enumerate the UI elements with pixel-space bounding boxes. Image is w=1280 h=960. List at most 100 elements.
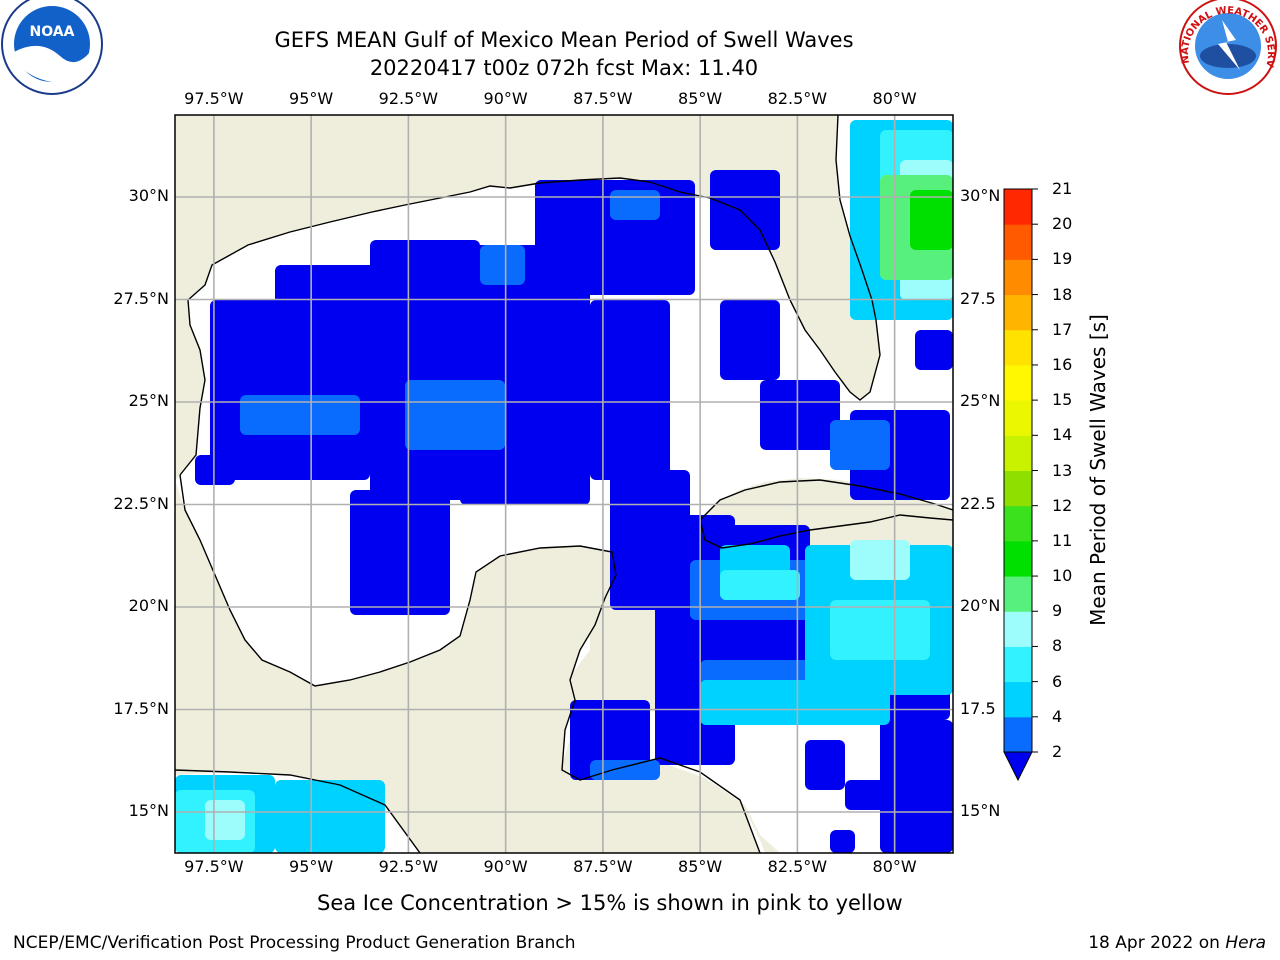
left-lat-tick-4: 20°N [128, 596, 169, 615]
colorbar-tick-5: 10 [1052, 566, 1073, 586]
colorbar-segment-10 [1004, 364, 1032, 401]
colorbar-tick-15: 20 [1052, 214, 1073, 234]
colorbar-tick-16: 21 [1052, 179, 1073, 198]
top-lon-tick-0: 97.5°W [184, 89, 244, 108]
colorbar-under-extension [1003, 751, 1033, 782]
gridlines [175, 115, 953, 853]
sea-ice-note: Sea Ice Concentration > 15% is shown in … [317, 891, 903, 915]
swell-cell-19 [805, 740, 845, 790]
map-area [175, 115, 953, 853]
left-lat-tick-5: 17.5°N [113, 698, 169, 718]
colorbar-segment-5 [1004, 540, 1032, 577]
right-lat-tick-4: 20°N [960, 596, 1001, 615]
swell-cell-38 [720, 570, 800, 600]
swell-cell-28 [590, 760, 660, 780]
swell-cell-25 [610, 190, 660, 220]
chart-subtitle: 20220417 t00z 072h fcst Max: 11.40 [369, 56, 759, 80]
swell-cell-23 [405, 380, 505, 450]
top-lon-tick-1: 95°W [289, 89, 334, 108]
footer-machine: Hera [1225, 933, 1266, 953]
bottom-lon-tick-0: 97.5°W [184, 857, 244, 876]
swell-cell-24 [480, 245, 525, 285]
colorbar-segment-2 [1004, 646, 1032, 683]
swell-cell-14 [915, 330, 953, 370]
swell-cell-43 [850, 540, 910, 580]
colorbar-tick-6: 11 [1052, 530, 1073, 550]
colorbar-tick-12: 17 [1052, 319, 1073, 339]
colorbar-segment-12 [1004, 294, 1032, 331]
colorbar-segment-4 [1004, 576, 1032, 612]
bottom-lon-tick-2: 92.5°W [378, 857, 439, 876]
right-lat-tick-2: 25°N [960, 391, 1001, 410]
colorbar-segment-11 [1004, 329, 1032, 366]
colorbar-tick-0: 2 [1052, 742, 1063, 761]
top-lon-tick-4: 87.5°W [573, 89, 633, 108]
colorbar-title: Mean Period of Swell Waves [s] [1086, 314, 1110, 626]
noaa-logo: NOAA [1, 0, 103, 95]
left-lat-tick-1: 27.5°N [113, 288, 169, 308]
swell-cell-5 [590, 300, 670, 480]
swell-cell-39 [830, 600, 930, 660]
bottom-lon-tick-7: 80°W [872, 857, 917, 876]
top-lon-tick-2: 92.5°W [378, 89, 439, 108]
swell-cell-35 [275, 780, 385, 853]
colorbar-tick-1: 4 [1052, 706, 1063, 726]
left-lat-tick-6: 15°N [128, 801, 169, 820]
right-lat-tick-0: 30°N [960, 186, 1001, 205]
right-lat-tick-5: 17.5 [960, 698, 996, 718]
bottom-lon-tick-1: 95°W [289, 857, 334, 876]
colorbar-tick-4: 9 [1052, 601, 1063, 621]
colorbar-tick-9: 14 [1052, 425, 1073, 445]
swell-cell-33 [700, 680, 890, 725]
bottom-lon-tick-5: 85°W [678, 857, 723, 876]
swell-cell-21 [830, 830, 855, 853]
bottom-lon-tick-3: 90°W [483, 857, 528, 876]
swell-cell-16 [720, 300, 780, 380]
top-lon-tick-3: 90°W [483, 89, 528, 108]
swell-cell-15 [710, 170, 780, 250]
swell-cell-9 [350, 490, 450, 615]
colorbar-tick-8: 13 [1052, 460, 1073, 480]
nws-logo: NATIONAL WEATHER SERVICE [0, 0, 1277, 95]
swell-cell-8 [195, 455, 235, 485]
bottom-lon-tick-4: 87.5°W [573, 857, 633, 876]
noaa-logo-text: NOAA [30, 24, 75, 40]
swell-cell-20 [845, 780, 885, 810]
map-frame [174, 114, 954, 854]
colorbar-segment-1 [1004, 681, 1032, 718]
colorbar-tick-3: 8 [1052, 636, 1063, 656]
top-lon-tick-7: 80°W [872, 89, 917, 108]
colorbar-segment-3 [1004, 611, 1032, 647]
swell-period-fill [175, 120, 953, 853]
footer-credit: NCEP/EMC/Verification Post Processing Pr… [13, 933, 576, 953]
top-lon-tick-5: 85°W [678, 89, 723, 108]
right-lat-tick-3: 22.5 [960, 493, 996, 513]
colorbar [1003, 188, 1038, 782]
swell-cell-22 [240, 395, 360, 435]
swell-cell-1 [275, 265, 385, 325]
right-lat-tick-6: 15°N [960, 801, 1001, 820]
colorbar-segment-9 [1004, 400, 1032, 436]
swell-cell-42 [205, 800, 245, 840]
top-lon-tick-6: 82.5°W [767, 89, 828, 108]
colorbar-segment-0 [1004, 716, 1032, 753]
colorbar-segment-14 [1004, 224, 1032, 260]
swell-cell-26 [830, 420, 890, 470]
colorbar-segment-15 [1004, 189, 1032, 225]
right-lat-tick-1: 27.5 [960, 288, 996, 308]
left-lat-tick-3: 22.5°N [113, 493, 169, 513]
chart-title: GEFS MEAN Gulf of Mexico Mean Period of … [274, 28, 854, 52]
colorbar-tick-2: 6 [1052, 671, 1063, 691]
swell-cell-12 [760, 380, 840, 450]
footer-date-text: 18 Apr 2022 on [1088, 933, 1226, 953]
swell-cell-0 [210, 300, 370, 480]
bottom-lon-tick-6: 82.5°W [767, 857, 828, 876]
nws-logo-text: NATIONAL WEATHER SERVICE [0, 0, 1276, 68]
colorbar-tick-14: 19 [1052, 249, 1073, 269]
swell-cell-18 [880, 720, 953, 853]
colorbar-tick-7: 12 [1052, 495, 1073, 515]
colorbar-segment-6 [1004, 505, 1032, 542]
colorbar-segment-13 [1004, 259, 1032, 296]
coastlines [175, 115, 953, 853]
colorbar-tick-13: 18 [1052, 284, 1073, 304]
